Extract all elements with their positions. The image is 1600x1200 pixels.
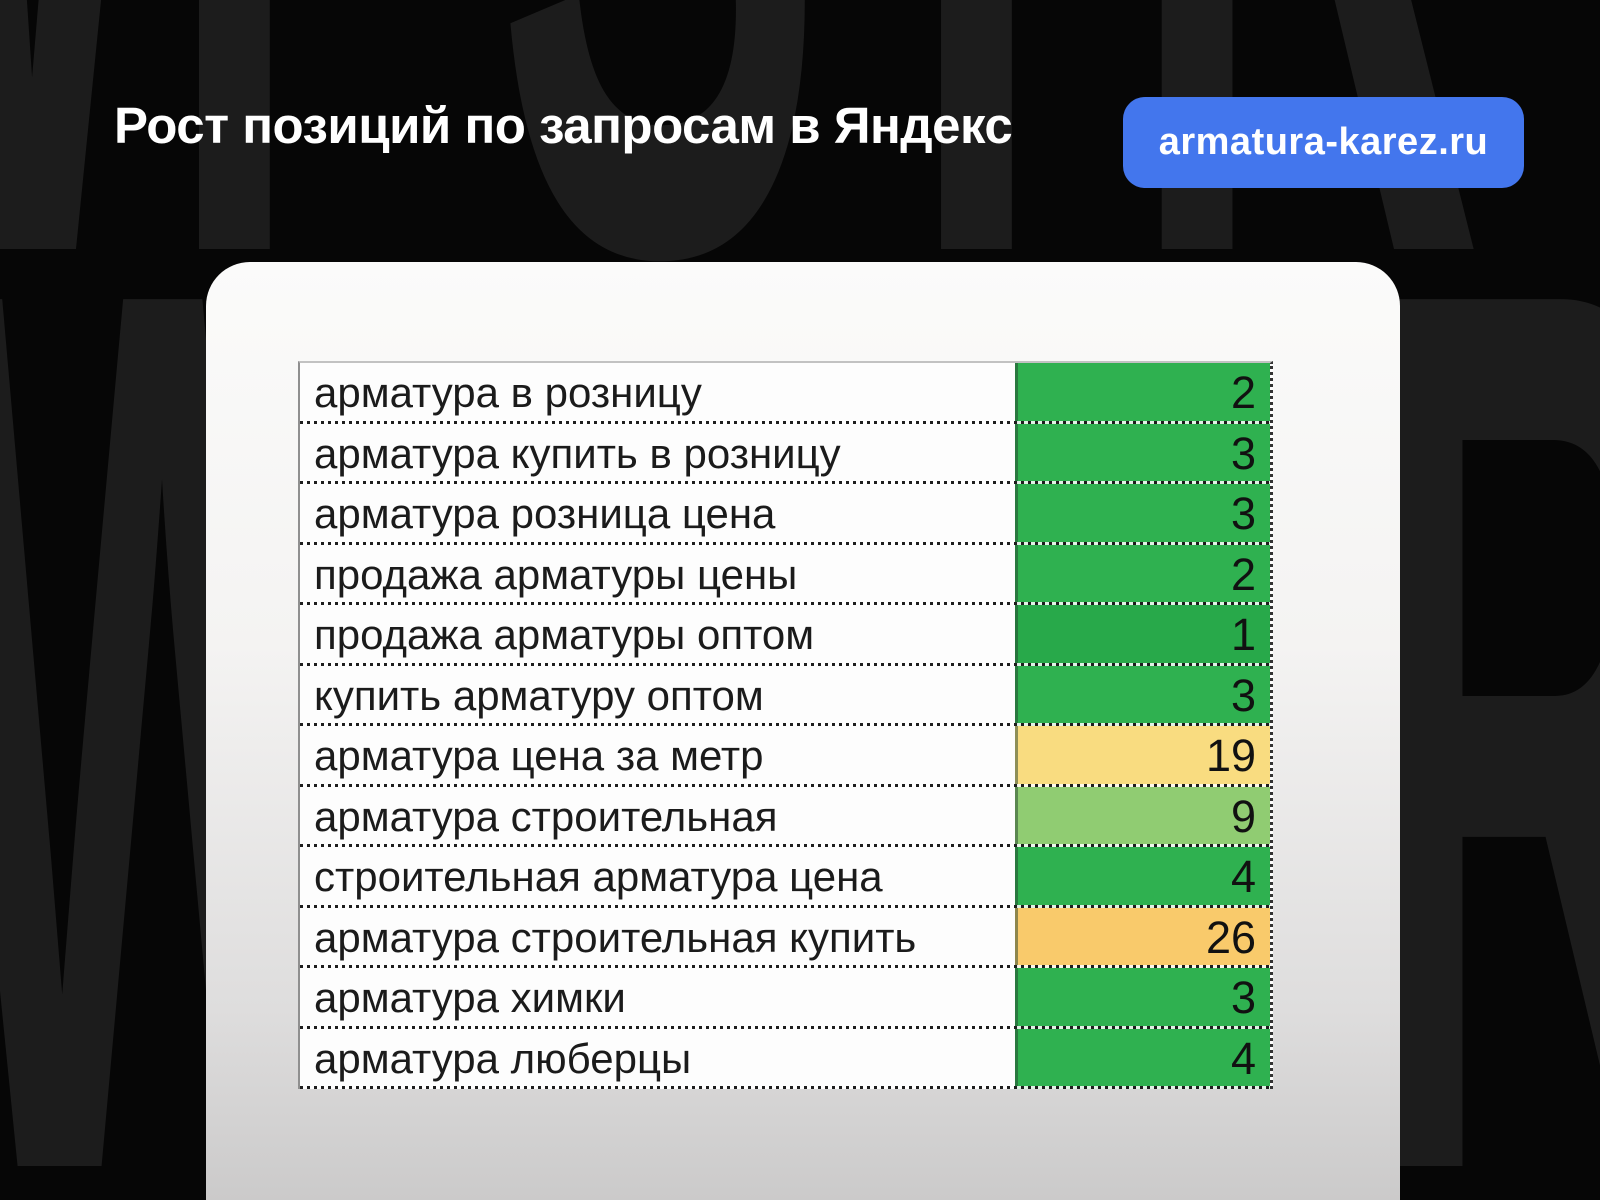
position-cell: 2 [1015, 544, 1270, 605]
site-url-badge[interactable]: armatura-karez.ru [1123, 97, 1524, 188]
position-cell: 3 [1015, 423, 1270, 484]
query-cell: арматура строительная купить [300, 907, 1015, 968]
query-cell: продажа арматуры цены [300, 544, 1015, 605]
table-row: арматура купить в розницу 3 [300, 423, 1270, 484]
position-cell: 19 [1015, 726, 1270, 787]
query-cell: продажа арматуры оптом [300, 605, 1015, 666]
table-row: арматура в розницу 2 [300, 363, 1270, 424]
position-cell: 1 [1015, 605, 1270, 666]
query-cell: арматура строительная [300, 786, 1015, 847]
position-cell: 3 [1015, 484, 1270, 545]
query-cell: купить арматуру оптом [300, 665, 1015, 726]
query-cell: арматура розница цена [300, 484, 1015, 545]
query-cell: арматура в розницу [300, 363, 1015, 424]
table-row: арматура химки 3 [300, 968, 1270, 1029]
position-cell: 4 [1015, 847, 1270, 908]
table-row: арматура строительная 9 [300, 786, 1270, 847]
content-card: арматура в розницу 2 арматура купить в роз… [206, 262, 1400, 1200]
query-cell: арматура химки [300, 968, 1015, 1029]
table-row: арматура цена за метр 19 [300, 726, 1270, 787]
query-cell: арматура люберцы [300, 1028, 1015, 1089]
position-cell: 2 [1015, 363, 1270, 424]
table-row: строительная арматура цена 4 [300, 847, 1270, 908]
table-row: продажа арматуры цены 2 [300, 544, 1270, 605]
query-cell: арматура купить в розницу [300, 423, 1015, 484]
page-title: Рост позиций по запросам в Яндекс [114, 97, 1013, 154]
position-cell: 4 [1015, 1028, 1270, 1089]
position-cell: 26 [1015, 907, 1270, 968]
position-cell: 3 [1015, 665, 1270, 726]
position-cell: 3 [1015, 968, 1270, 1029]
table-row: арматура люберцы 4 [300, 1028, 1270, 1089]
query-cell: строительная арматура цена [300, 847, 1015, 908]
table-row: купить арматуру оптом 3 [300, 665, 1270, 726]
table-row: арматура розница цена 3 [300, 484, 1270, 545]
positions-table: арматура в розницу 2 арматура купить в роз… [298, 361, 1273, 1089]
query-cell: арматура цена за метр [300, 726, 1015, 787]
table-row: продажа арматуры оптом 1 [300, 605, 1270, 666]
position-cell: 9 [1015, 786, 1270, 847]
table-row: арматура строительная купить 26 [300, 907, 1270, 968]
